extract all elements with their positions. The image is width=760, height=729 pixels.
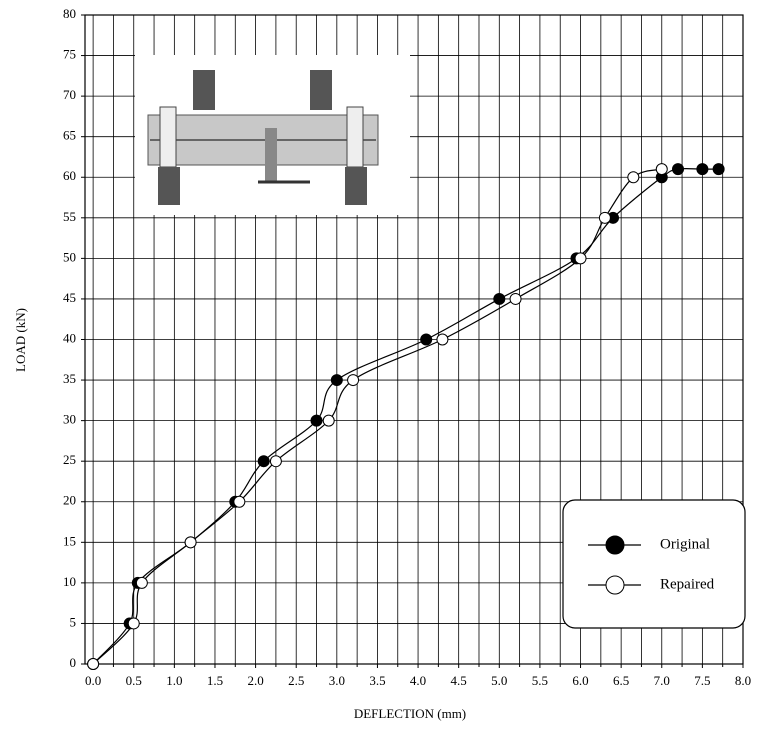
y-tick-label: 25 xyxy=(63,452,76,467)
data-point xyxy=(347,374,360,387)
data-point xyxy=(322,414,335,427)
x-tick-label: 7.0 xyxy=(654,673,670,688)
x-tick-label: 4.5 xyxy=(451,673,467,688)
x-tick-label: 3.5 xyxy=(369,673,385,688)
y-tick-label: 10 xyxy=(63,574,76,589)
plot-frame xyxy=(84,14,744,665)
data-point xyxy=(493,292,506,305)
data-point xyxy=(574,252,587,265)
x-tick-label: 1.5 xyxy=(207,673,223,688)
data-point xyxy=(509,292,522,305)
legend-label: Original xyxy=(660,536,710,552)
data-point xyxy=(672,163,685,176)
y-tick-label: 15 xyxy=(63,533,76,548)
x-tick-label: 0.0 xyxy=(85,673,101,688)
data-point xyxy=(127,617,140,630)
series-line xyxy=(92,167,719,665)
y-tick-label: 0 xyxy=(70,655,77,670)
x-tick-label: 1.0 xyxy=(166,673,182,688)
y-tick-label: 40 xyxy=(63,330,76,345)
x-tick-label: 0.5 xyxy=(126,673,142,688)
y-axis-label: LOAD (kN) xyxy=(13,308,28,372)
load-block xyxy=(310,70,332,110)
x-tick-label: 7.5 xyxy=(694,673,710,688)
x-tick-label: 5.0 xyxy=(491,673,507,688)
data-point xyxy=(696,163,709,176)
base-block xyxy=(158,167,180,205)
data-point xyxy=(269,455,282,468)
load-block xyxy=(193,70,215,110)
x-axis-label: DEFLECTION (mm) xyxy=(354,706,466,721)
data-point xyxy=(135,576,148,589)
y-tick-label: 60 xyxy=(63,168,76,183)
data-point xyxy=(420,333,433,346)
data-point xyxy=(436,333,449,346)
base-block xyxy=(345,167,367,205)
gauge xyxy=(265,128,277,183)
inset-photo xyxy=(135,55,410,215)
y-tick-label: 70 xyxy=(63,87,76,102)
legend-label: Repaired xyxy=(660,576,715,592)
data-point xyxy=(598,211,611,224)
y-tick-label: 45 xyxy=(63,290,76,305)
y-tick-label: 55 xyxy=(63,209,76,224)
data-point xyxy=(712,163,725,176)
x-tick-label: 3.0 xyxy=(329,673,345,688)
x-tick-label: 2.0 xyxy=(247,673,263,688)
y-tick-label: 75 xyxy=(63,47,76,62)
legend-box xyxy=(562,499,746,629)
y-tick-label: 30 xyxy=(63,412,76,427)
data-point xyxy=(257,455,270,468)
series-line xyxy=(92,168,662,665)
data-point xyxy=(330,374,343,387)
y-tick-label: 35 xyxy=(63,371,76,386)
data-point xyxy=(233,495,246,508)
data-point xyxy=(87,658,100,670)
x-tick-label: 4.0 xyxy=(410,673,426,688)
data-point xyxy=(627,171,640,184)
y-tick-label: 65 xyxy=(63,128,76,143)
y-tick-label: 5 xyxy=(70,614,77,629)
x-tick-label: 5.5 xyxy=(532,673,548,688)
data-point xyxy=(655,163,668,176)
y-tick-label: 80 xyxy=(63,6,76,21)
support xyxy=(159,106,177,168)
support xyxy=(346,106,364,168)
y-tick-label: 50 xyxy=(63,249,76,264)
data-point xyxy=(310,414,323,427)
legend-marker xyxy=(605,575,625,595)
y-tick-label: 20 xyxy=(63,493,76,508)
x-tick-label: 8.0 xyxy=(735,673,751,688)
x-tick-label: 6.5 xyxy=(613,673,629,688)
x-tick-label: 2.5 xyxy=(288,673,304,688)
x-tick-label: 6.0 xyxy=(572,673,588,688)
legend-marker xyxy=(605,535,625,555)
data-point xyxy=(184,536,197,549)
